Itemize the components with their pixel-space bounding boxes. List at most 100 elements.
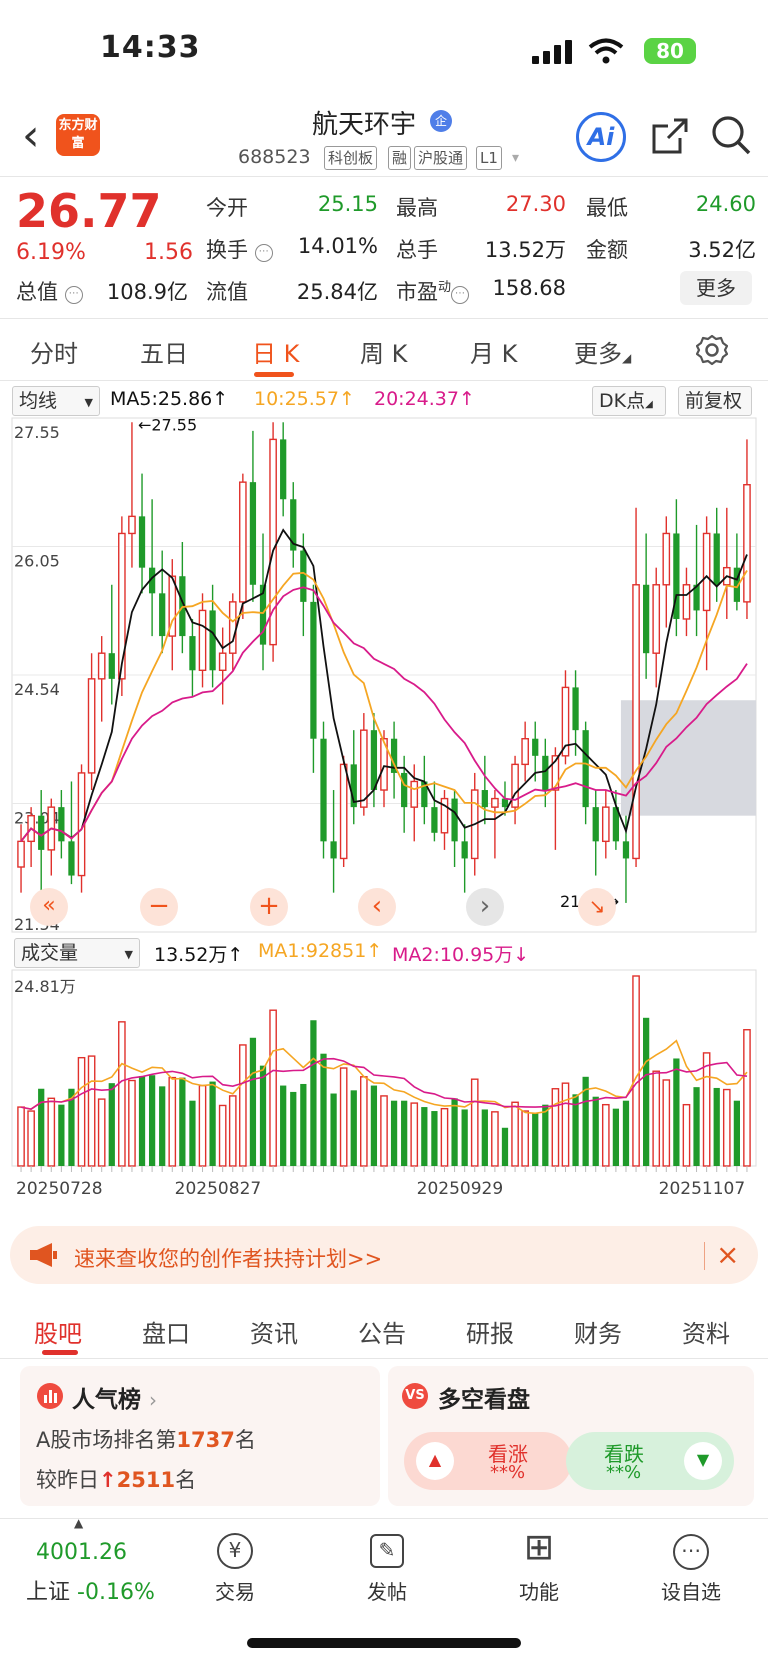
tab-weekly-k[interactable]: 周 K	[360, 340, 408, 368]
volume-bar	[511, 1101, 519, 1167]
tab-announcements[interactable]: 公告	[358, 1320, 406, 1348]
volume-ma-line	[20, 1057, 748, 1110]
candle-body	[159, 593, 166, 637]
volume-bar	[451, 1098, 458, 1166]
share-icon[interactable]	[650, 116, 690, 156]
candle-body	[118, 532, 126, 680]
candle-body	[370, 730, 378, 791]
tab-daily-k[interactable]: 日 K	[252, 340, 300, 368]
volume-bar	[733, 1100, 741, 1166]
candle-body	[682, 584, 691, 620]
gear-icon[interactable]	[696, 334, 728, 366]
volume-bar	[673, 1058, 680, 1166]
index-summary[interactable]: 上证 -0.16%	[26, 1580, 155, 1605]
open-value: 25.15	[317, 192, 378, 216]
ma20-value: 20:24.37↑	[374, 388, 475, 410]
pan-left-icon[interactable]: ‹	[358, 888, 396, 926]
wifi-icon	[588, 38, 624, 64]
candle-body	[592, 807, 599, 842]
adjust-button[interactable]: 前复权	[678, 386, 752, 416]
stock-code: 688523	[238, 146, 311, 168]
candle-body	[743, 484, 751, 603]
ma-selector[interactable]: 均线 ▼	[12, 386, 100, 416]
candle-body	[632, 584, 640, 860]
volume-bar	[47, 1097, 56, 1167]
tab-finance[interactable]: 财务	[574, 1320, 622, 1348]
volume-bar	[440, 1107, 449, 1167]
tab-more[interactable]: 更多◢	[574, 340, 632, 368]
popularity-card[interactable]	[20, 1366, 380, 1506]
bull-vote-button[interactable]: ▲ 看涨 **%	[404, 1432, 572, 1490]
zoom-left-end-icon[interactable]: «	[30, 888, 68, 926]
battery-icon: 80	[644, 38, 696, 64]
candle-body	[38, 815, 45, 850]
more-button[interactable]: 更多	[680, 271, 752, 305]
dk-button[interactable]: DK点◢	[592, 386, 666, 416]
tab-research[interactable]: 研报	[466, 1320, 514, 1348]
bear-label: 看跌	[604, 1442, 644, 1466]
creator-banner[interactable]	[10, 1226, 758, 1284]
volume-bar	[198, 1084, 207, 1167]
rank-change: 较昨日↑2511名	[36, 1468, 197, 1492]
ma5-value: MA5:25.86↑	[110, 388, 229, 410]
volume-bar	[310, 1020, 317, 1166]
stock-name[interactable]: 航天环宇	[312, 110, 417, 140]
tab-five-day[interactable]: 五日	[140, 340, 188, 368]
candle-body	[561, 686, 570, 757]
volume-ma1: MA1:92851↑	[258, 940, 383, 962]
tab-news[interactable]: 资讯	[250, 1320, 298, 1348]
volume-bar	[582, 1076, 589, 1166]
current-price: 26.77	[16, 184, 162, 238]
turnover-label: 换手 ⋯	[206, 234, 273, 264]
tab-monthly-k[interactable]: 月 K	[470, 340, 518, 368]
tab-order-book[interactable]: 盘口	[142, 1320, 190, 1348]
nav-post[interactable]: ✎ 发帖	[332, 1528, 442, 1605]
candle-body	[310, 601, 317, 739]
active-subtab-indicator	[42, 1350, 78, 1355]
popularity-title[interactable]: 人气榜 ›	[72, 1387, 158, 1413]
ai-button[interactable]: Ai	[576, 112, 626, 162]
bear-vote-button[interactable]: 看跌 **% ▼	[566, 1432, 734, 1490]
candle-body	[218, 652, 227, 671]
zoom-out-icon[interactable]: −	[140, 888, 178, 926]
volume-bar	[360, 1076, 368, 1167]
candle-body	[612, 807, 620, 842]
index-value[interactable]: 4001.26	[36, 1540, 127, 1565]
search-icon[interactable]	[710, 114, 752, 156]
chevron-down-icon[interactable]: ▾	[512, 150, 520, 166]
tab-intraday[interactable]: 分时	[30, 340, 78, 368]
low-value: 24.60	[695, 192, 756, 216]
volume-bar	[128, 1079, 136, 1167]
volume-bar	[743, 1029, 751, 1167]
volume-bar	[58, 1104, 65, 1166]
close-icon[interactable]: ×	[716, 1238, 740, 1271]
pan-right-icon[interactable]: ›	[466, 888, 504, 926]
volume-bar	[470, 1078, 479, 1167]
tab-guba[interactable]: 股吧	[34, 1320, 82, 1348]
app-logo[interactable]: 东方财富	[56, 114, 100, 156]
candle-body	[622, 841, 630, 859]
market-rank: A股市场排名第1737名	[36, 1428, 256, 1452]
candle-body	[128, 515, 136, 535]
nav-functions[interactable]: ⊞ 功能	[484, 1528, 594, 1605]
volume-selector[interactable]: 成交量 ▼	[14, 938, 140, 968]
bull-bear-title: 多空看盘	[438, 1387, 530, 1413]
banner-text[interactable]: 速来查收您的创作者扶持计划>>	[74, 1247, 383, 1271]
edit-icon: ✎	[332, 1528, 442, 1568]
jump-latest-icon[interactable]: ↘	[578, 888, 616, 926]
candle-body	[390, 738, 398, 773]
nav-trade[interactable]: ¥ 交易	[180, 1528, 290, 1605]
total-value: 108.9亿	[106, 280, 188, 304]
trade-icon: ¥	[180, 1528, 290, 1569]
zoom-in-icon[interactable]: +	[250, 888, 288, 926]
status-time: 14:33	[100, 30, 201, 65]
tab-profile[interactable]: 资料	[682, 1320, 730, 1348]
nav-add-watchlist[interactable]: ⋯ 设自选	[636, 1528, 746, 1605]
rank-chart-icon	[37, 1383, 63, 1409]
low-label: 最低	[586, 196, 628, 220]
volume-chart[interactable]: 24.81万 20250728 20250827 20250929 20251107	[0, 960, 768, 1210]
back-button[interactable]: ‹	[22, 110, 40, 161]
candle-body	[511, 763, 519, 808]
candle-body	[249, 482, 257, 585]
